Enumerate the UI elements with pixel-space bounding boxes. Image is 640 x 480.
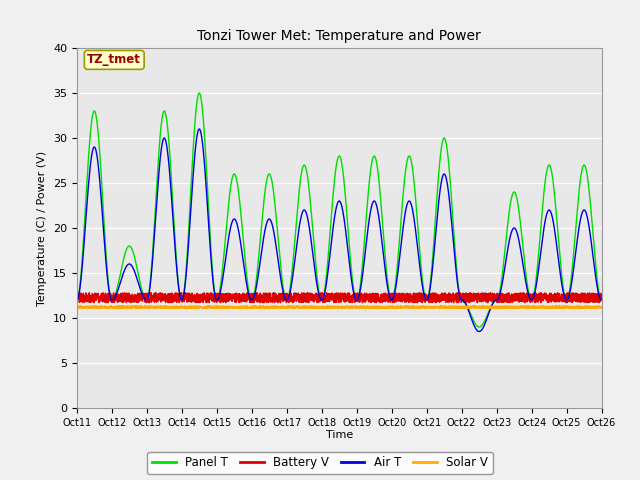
- Air T: [325, 260, 333, 266]
- X-axis label: Time: Time: [326, 431, 353, 441]
- Air T: [392, 287, 399, 292]
- Solar V: [73, 304, 81, 310]
- Battery V: [433, 300, 440, 306]
- Battery V: [574, 297, 582, 303]
- Battery V: [554, 290, 561, 296]
- Air T: [282, 297, 290, 302]
- Battery V: [391, 292, 399, 298]
- Panel T: [195, 90, 203, 96]
- Line: Battery V: Battery V: [77, 293, 602, 303]
- Panel T: [73, 297, 81, 303]
- Battery V: [598, 296, 605, 301]
- Panel T: [282, 296, 290, 302]
- Text: TZ_tmet: TZ_tmet: [87, 53, 141, 66]
- Solar V: [247, 303, 255, 309]
- Panel T: [247, 297, 255, 302]
- Solar V: [325, 305, 333, 311]
- Panel T: [598, 297, 605, 303]
- Line: Panel T: Panel T: [77, 93, 602, 327]
- Panel T: [574, 197, 582, 203]
- Solar V: [392, 306, 399, 312]
- Battery V: [177, 296, 185, 302]
- Title: Tonzi Tower Met: Temperature and Power: Tonzi Tower Met: Temperature and Power: [197, 29, 481, 43]
- Panel T: [476, 324, 483, 330]
- Line: Air T: Air T: [77, 129, 602, 332]
- Air T: [476, 329, 483, 335]
- Solar V: [437, 303, 445, 309]
- Line: Solar V: Solar V: [77, 306, 602, 309]
- Y-axis label: Temperature (C) / Power (V): Temperature (C) / Power (V): [37, 150, 47, 306]
- Battery V: [325, 299, 333, 304]
- Air T: [73, 297, 81, 303]
- Battery V: [247, 299, 255, 305]
- Panel T: [325, 243, 333, 249]
- Air T: [574, 230, 582, 236]
- Battery V: [73, 294, 81, 300]
- Solar V: [223, 306, 230, 312]
- Panel T: [392, 282, 399, 288]
- Air T: [195, 126, 203, 132]
- Air T: [177, 297, 185, 303]
- Solar V: [282, 305, 290, 311]
- Panel T: [177, 297, 185, 303]
- Battery V: [282, 296, 289, 302]
- Air T: [247, 297, 255, 302]
- Solar V: [177, 304, 185, 310]
- Solar V: [598, 304, 605, 310]
- Air T: [598, 297, 605, 303]
- Legend: Panel T, Battery V, Air T, Solar V: Panel T, Battery V, Air T, Solar V: [147, 452, 493, 474]
- Solar V: [574, 305, 582, 311]
